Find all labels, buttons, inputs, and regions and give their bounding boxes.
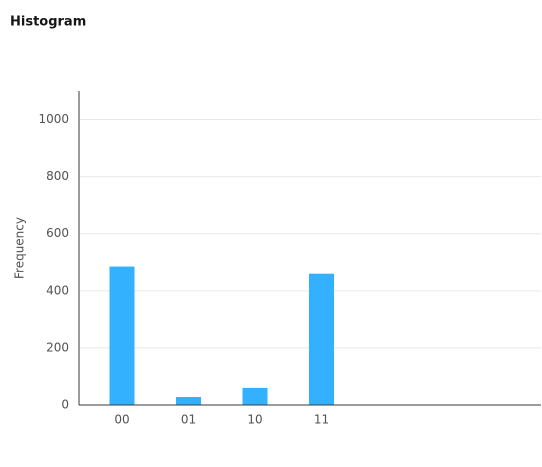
- bar: [242, 387, 268, 405]
- x-tick-label: 10: [247, 413, 262, 427]
- y-axis-label: Frequency: [13, 217, 27, 279]
- x-tick-label: 01: [181, 413, 196, 427]
- y-tick-label: 800: [46, 169, 69, 183]
- y-tick-label: 200: [46, 340, 69, 354]
- bar: [109, 266, 135, 405]
- y-tick-label: 0: [61, 398, 69, 412]
- bar: [309, 273, 334, 405]
- y-tick-label: 400: [46, 283, 69, 297]
- x-tick-label: 11: [314, 413, 329, 427]
- bar: [176, 397, 201, 405]
- y-tick-label: 600: [46, 226, 69, 240]
- y-tick-label: 1000: [38, 112, 69, 126]
- x-tick-label: 00: [114, 413, 129, 427]
- chart-title: Histogram: [10, 15, 86, 30]
